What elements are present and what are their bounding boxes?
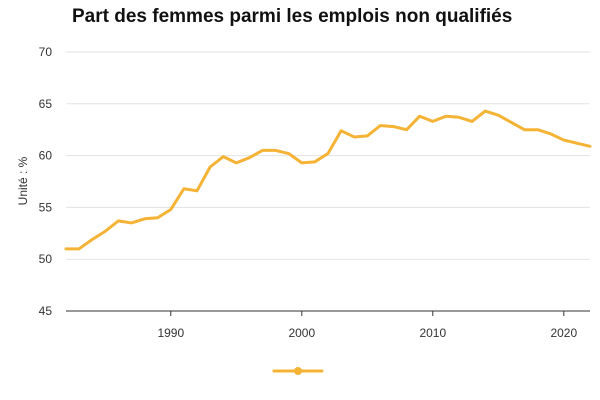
x-tick-label: 1990 bbox=[157, 326, 184, 340]
data-point[interactable] bbox=[313, 160, 317, 164]
data-point[interactable] bbox=[234, 161, 238, 165]
data-point[interactable] bbox=[182, 187, 186, 191]
y-tick-label: 55 bbox=[39, 200, 53, 214]
data-point[interactable] bbox=[365, 134, 369, 138]
data-point[interactable] bbox=[483, 109, 487, 113]
data-point[interactable] bbox=[378, 124, 382, 128]
y-tick-label: 50 bbox=[39, 252, 53, 266]
data-point[interactable] bbox=[444, 114, 448, 118]
x-axis: 1990 2000 2010 2020 bbox=[66, 310, 590, 340]
data-point[interactable] bbox=[496, 113, 500, 117]
data-point[interactable] bbox=[116, 219, 120, 223]
series-line[interactable] bbox=[64, 109, 592, 251]
data-point[interactable] bbox=[169, 207, 173, 211]
data-point[interactable] bbox=[352, 135, 356, 139]
data-point[interactable] bbox=[64, 247, 68, 251]
data-point[interactable] bbox=[562, 138, 566, 142]
data-point[interactable] bbox=[287, 152, 291, 156]
data-point[interactable] bbox=[457, 115, 461, 119]
data-point[interactable] bbox=[405, 128, 409, 132]
data-point[interactable] bbox=[523, 128, 527, 132]
data-point[interactable] bbox=[103, 229, 107, 233]
data-point[interactable] bbox=[431, 119, 435, 123]
data-point[interactable] bbox=[300, 161, 304, 165]
data-point[interactable] bbox=[274, 148, 278, 152]
data-point[interactable] bbox=[90, 238, 94, 242]
data-point[interactable] bbox=[418, 114, 422, 118]
data-point[interactable] bbox=[208, 165, 212, 169]
data-point[interactable] bbox=[470, 119, 474, 123]
y-tick-label: 45 bbox=[39, 304, 53, 318]
data-point[interactable] bbox=[261, 148, 265, 152]
data-point[interactable] bbox=[549, 132, 553, 136]
y-tick-label: 70 bbox=[39, 45, 53, 59]
data-point[interactable] bbox=[326, 152, 330, 156]
data-point[interactable] bbox=[195, 189, 199, 193]
data-point[interactable] bbox=[247, 156, 251, 160]
chart-title: Part des femmes parmi les emplois non qu… bbox=[72, 6, 513, 27]
data-point[interactable] bbox=[536, 128, 540, 132]
data-point[interactable] bbox=[588, 144, 592, 148]
data-point[interactable] bbox=[130, 221, 134, 225]
x-tick-label: 2020 bbox=[550, 326, 577, 340]
y-tick-label: 60 bbox=[39, 149, 53, 163]
data-point[interactable] bbox=[77, 247, 81, 251]
data-point[interactable] bbox=[156, 216, 160, 220]
y-axis-label: Unité : % bbox=[16, 156, 30, 205]
data-point[interactable] bbox=[509, 120, 513, 124]
data-point[interactable] bbox=[339, 129, 343, 133]
legend[interactable] bbox=[272, 367, 324, 375]
y-tick-label: 65 bbox=[39, 97, 53, 111]
data-point[interactable] bbox=[143, 217, 147, 221]
series-group bbox=[64, 109, 592, 251]
x-tick-label: 2010 bbox=[419, 326, 446, 340]
y-axis-ticks: 45 50 55 60 65 70 bbox=[39, 45, 53, 318]
data-point[interactable] bbox=[392, 125, 396, 129]
grid-lines bbox=[66, 51, 590, 260]
data-point[interactable] bbox=[575, 141, 579, 145]
legend-marker[interactable] bbox=[294, 367, 302, 375]
data-point[interactable] bbox=[221, 155, 225, 159]
x-tick-label: 2000 bbox=[288, 326, 315, 340]
